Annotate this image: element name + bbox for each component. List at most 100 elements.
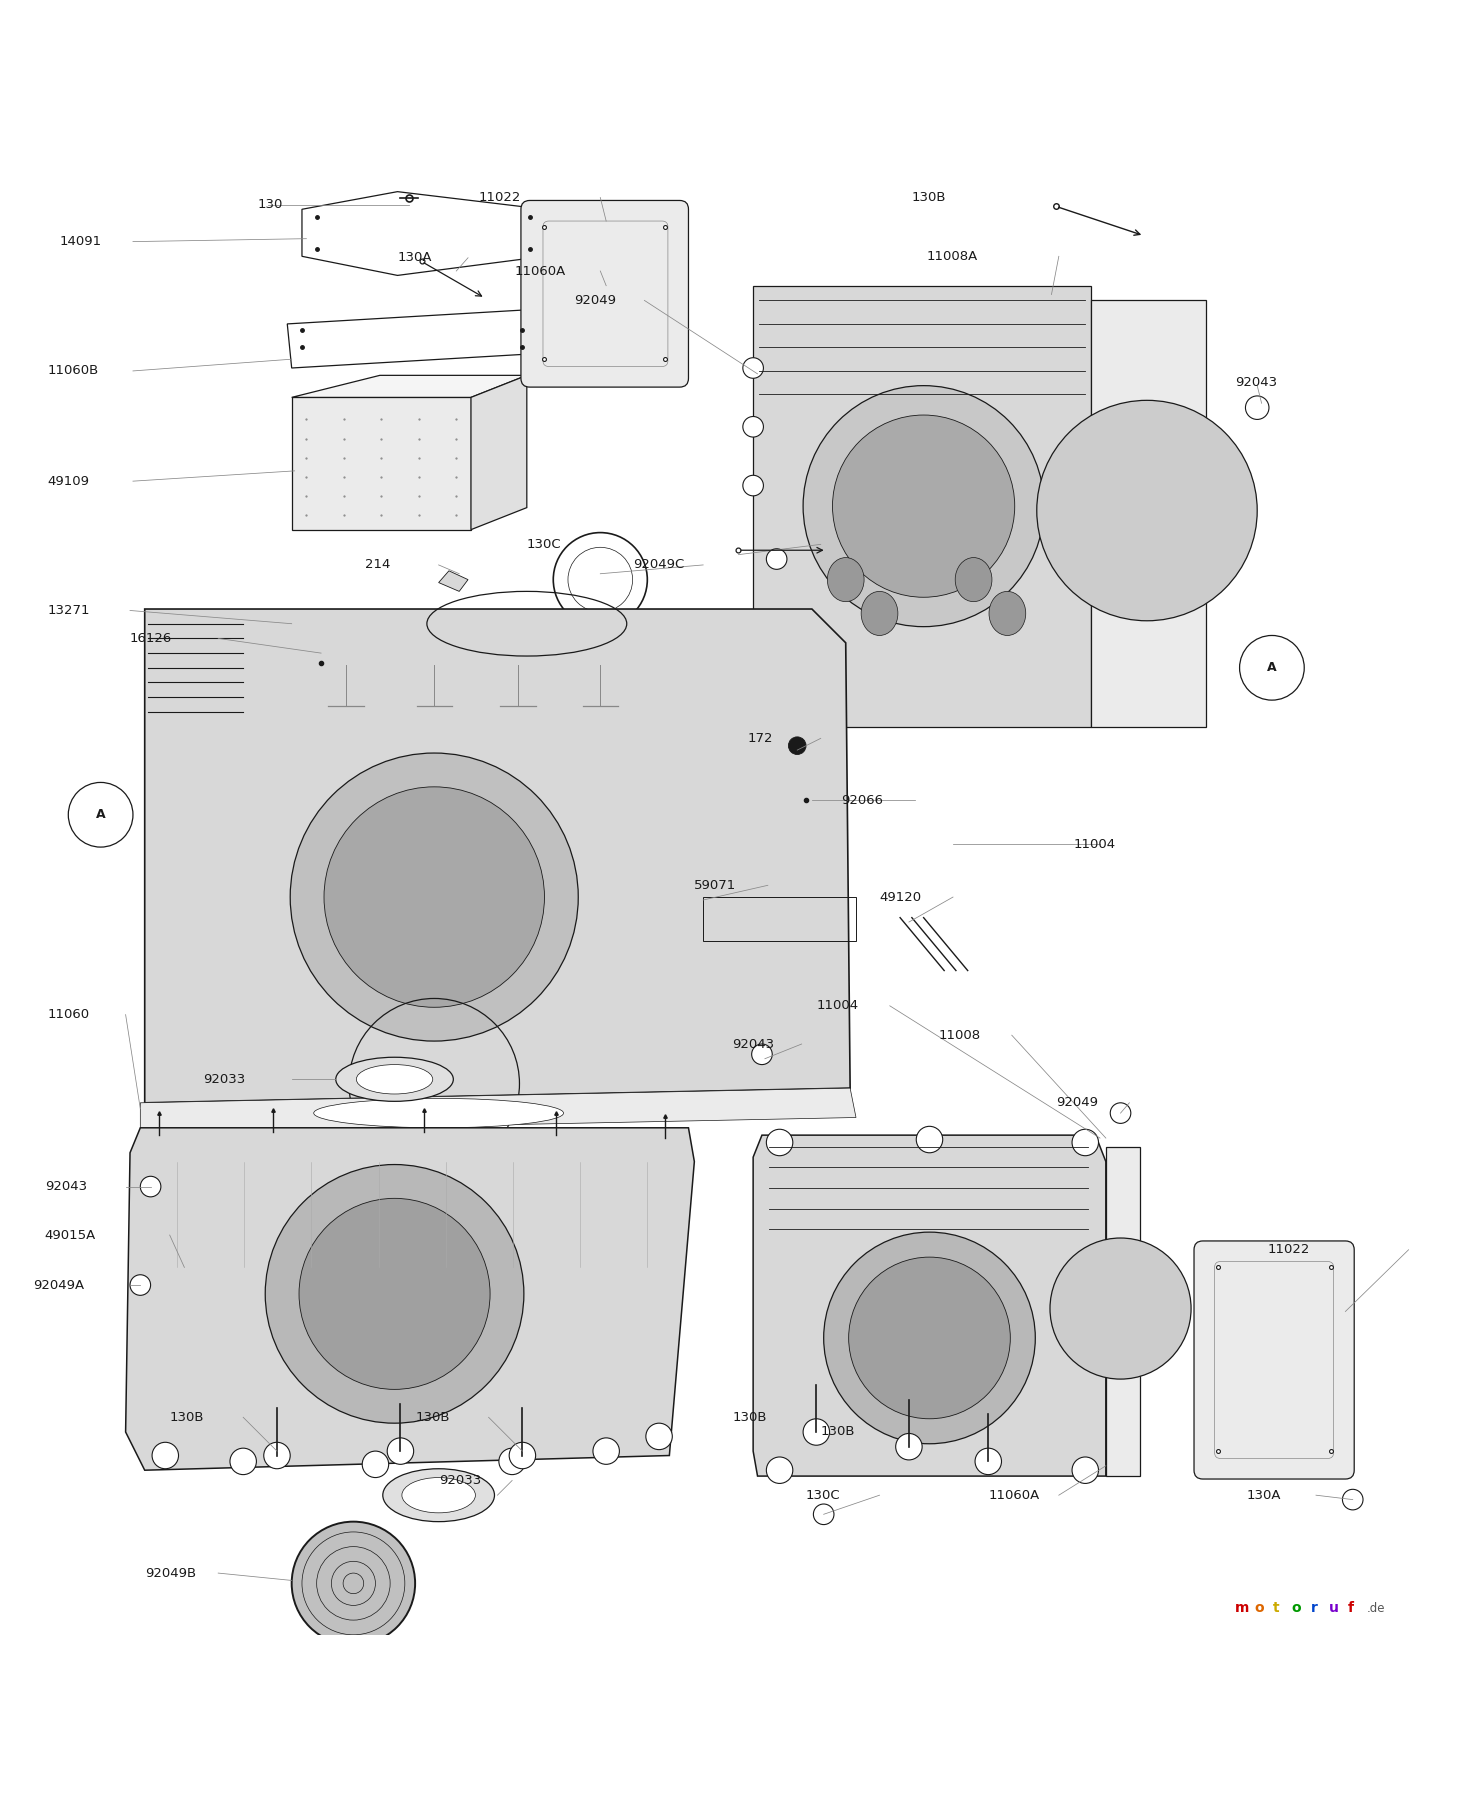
Text: A: A — [96, 808, 106, 821]
Ellipse shape — [989, 592, 1025, 635]
Text: 11060A: 11060A — [989, 1489, 1040, 1501]
Text: 13271: 13271 — [47, 605, 90, 617]
Bar — [753, 286, 1091, 727]
Ellipse shape — [827, 558, 863, 601]
Circle shape — [499, 1449, 525, 1474]
Circle shape — [813, 1505, 834, 1525]
Circle shape — [752, 1044, 772, 1064]
Polygon shape — [291, 376, 527, 398]
Bar — [1106, 1147, 1140, 1476]
Circle shape — [593, 1438, 619, 1465]
Ellipse shape — [382, 1469, 494, 1521]
Circle shape — [291, 1521, 415, 1645]
Circle shape — [646, 1424, 672, 1449]
Text: 92033: 92033 — [438, 1474, 481, 1487]
Circle shape — [152, 1442, 178, 1469]
Text: 130B: 130B — [169, 1411, 204, 1424]
Polygon shape — [125, 1129, 694, 1471]
Text: m: m — [1236, 1602, 1249, 1615]
Text: 92043: 92043 — [733, 1037, 775, 1051]
Text: 11008: 11008 — [938, 1030, 981, 1042]
Text: 11004: 11004 — [1074, 837, 1115, 851]
Text: 11022: 11022 — [1268, 1244, 1309, 1256]
FancyBboxPatch shape — [1194, 1240, 1355, 1480]
Text: 92049A: 92049A — [32, 1278, 84, 1292]
Circle shape — [766, 1456, 793, 1483]
Ellipse shape — [356, 1064, 432, 1094]
Circle shape — [1111, 1103, 1131, 1123]
Circle shape — [509, 1442, 535, 1469]
Circle shape — [290, 752, 578, 1040]
Text: f: f — [1347, 1602, 1353, 1615]
Text: 49120: 49120 — [880, 891, 922, 904]
Text: o: o — [1292, 1602, 1302, 1615]
Text: 172: 172 — [747, 733, 772, 745]
Polygon shape — [140, 1089, 856, 1132]
Text: 49015A: 49015A — [44, 1229, 96, 1242]
Polygon shape — [753, 1136, 1106, 1476]
Text: u: u — [1330, 1602, 1339, 1615]
Ellipse shape — [313, 1098, 563, 1129]
Text: 92049: 92049 — [1056, 1096, 1097, 1109]
Text: 92049B: 92049B — [144, 1566, 196, 1580]
Text: A: A — [1267, 661, 1277, 675]
Text: 130B: 130B — [912, 191, 946, 203]
Bar — [291, 398, 471, 529]
Text: 11022: 11022 — [478, 191, 521, 203]
Circle shape — [1072, 1129, 1099, 1156]
Polygon shape — [438, 571, 468, 592]
Circle shape — [743, 416, 763, 437]
Circle shape — [766, 549, 787, 569]
Bar — [703, 896, 856, 941]
Circle shape — [1037, 400, 1258, 621]
Circle shape — [849, 1256, 1011, 1418]
Text: 59071: 59071 — [694, 878, 737, 891]
Circle shape — [387, 1438, 413, 1465]
Circle shape — [803, 1418, 830, 1445]
Text: 214: 214 — [365, 558, 390, 571]
Polygon shape — [144, 608, 850, 1103]
Text: 130A: 130A — [397, 252, 432, 265]
Ellipse shape — [861, 592, 897, 635]
FancyBboxPatch shape — [521, 200, 688, 387]
Text: 11060B: 11060B — [47, 364, 99, 378]
Circle shape — [129, 1274, 150, 1296]
Circle shape — [1050, 1238, 1192, 1379]
Text: 130B: 130B — [733, 1411, 766, 1424]
Text: 11004: 11004 — [816, 999, 859, 1012]
Circle shape — [975, 1449, 1002, 1474]
Text: 92033: 92033 — [203, 1073, 246, 1085]
Text: .de: .de — [1367, 1602, 1386, 1615]
Circle shape — [299, 1199, 490, 1390]
Circle shape — [803, 385, 1044, 626]
Circle shape — [833, 416, 1015, 598]
Circle shape — [1072, 1456, 1099, 1483]
Circle shape — [362, 1451, 388, 1478]
Circle shape — [140, 1175, 160, 1197]
Circle shape — [263, 1442, 290, 1469]
Text: 11008A: 11008A — [927, 250, 978, 263]
Circle shape — [324, 787, 544, 1008]
Bar — [1091, 301, 1206, 727]
Circle shape — [916, 1127, 943, 1152]
Text: 11060A: 11060A — [515, 265, 566, 277]
Circle shape — [896, 1433, 922, 1460]
Text: 92066: 92066 — [841, 794, 883, 806]
Ellipse shape — [335, 1057, 453, 1102]
Text: 92043: 92043 — [1236, 376, 1277, 389]
Circle shape — [1246, 396, 1269, 419]
Text: 130A: 130A — [1247, 1489, 1281, 1501]
Ellipse shape — [955, 558, 991, 601]
Circle shape — [229, 1449, 256, 1474]
Circle shape — [743, 358, 763, 378]
Text: o: o — [1253, 1602, 1264, 1615]
Text: 49109: 49109 — [47, 475, 90, 488]
Circle shape — [766, 1129, 793, 1156]
Circle shape — [1343, 1489, 1364, 1510]
Text: r: r — [1311, 1602, 1318, 1615]
Text: 92049: 92049 — [574, 293, 616, 306]
Text: 92049C: 92049C — [633, 558, 684, 571]
Text: 92043: 92043 — [44, 1181, 87, 1193]
Text: 130B: 130B — [415, 1411, 450, 1424]
Circle shape — [824, 1233, 1036, 1444]
